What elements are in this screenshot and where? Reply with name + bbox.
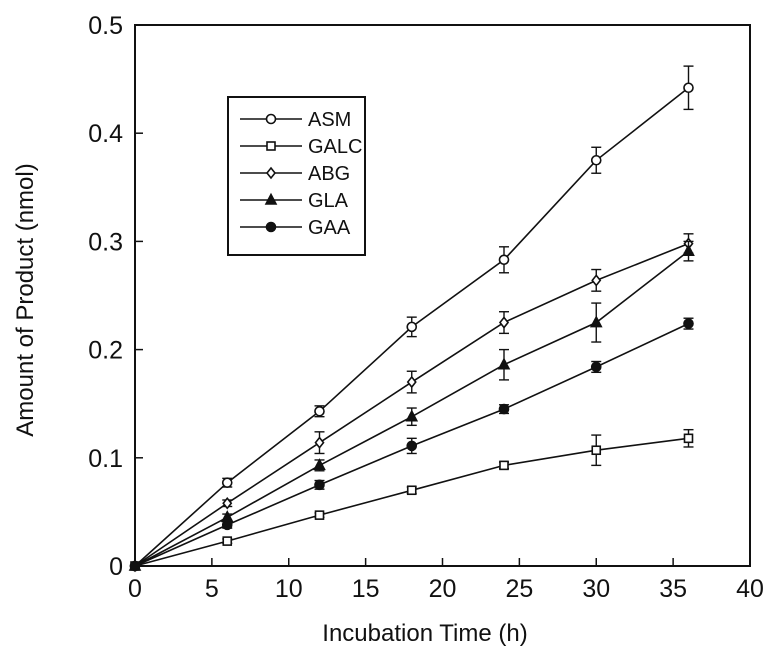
- y-tick-label: 0.4: [88, 120, 123, 148]
- data-point-gla: [497, 357, 511, 370]
- data-point-gaa: [314, 479, 325, 491]
- legend-label-abg: ABG: [308, 163, 350, 185]
- x-tick-label: 40: [736, 575, 764, 603]
- series-asm: [129, 65, 694, 572]
- series-line-galc: [134, 437, 689, 567]
- legend-marker-gaa: [265, 221, 277, 233]
- data-point-galc: [406, 485, 417, 496]
- data-point-abg: [222, 496, 233, 510]
- data-point-galc: [499, 460, 509, 471]
- data-point-gaa: [406, 440, 418, 452]
- data-point-gaa: [590, 361, 602, 373]
- data-point-gaa: [129, 560, 141, 572]
- series-gla: [128, 240, 695, 571]
- data-point-abg: [591, 274, 602, 287]
- data-point-gla: [405, 409, 419, 422]
- data-point-gaa: [498, 403, 510, 415]
- legend-marker-galc: [266, 141, 276, 151]
- data-point-asm: [498, 254, 510, 266]
- data-point-galc: [683, 433, 694, 444]
- x-tick-label: 20: [429, 575, 457, 603]
- data-point-asm: [221, 477, 233, 488]
- data-point-gla: [589, 315, 603, 328]
- x-tick-label: 10: [275, 575, 303, 603]
- data-point-gla: [313, 458, 326, 471]
- x-tick-label: 35: [659, 575, 687, 603]
- data-point-asm: [590, 154, 602, 166]
- x-axis-ticks: 0 5 10 15 20 25 30 35 40: [128, 558, 764, 603]
- y-tick-label: 0.3: [88, 228, 123, 256]
- y-tick-label: 0.5: [88, 12, 123, 40]
- data-point-galc: [314, 510, 325, 520]
- legend-label-gla: GLA: [308, 190, 349, 212]
- x-tick-label: 5: [205, 575, 219, 603]
- legend: ASM GALC ABG GLA GAA: [227, 96, 366, 256]
- data-point-asm: [314, 405, 325, 417]
- legend-marker-asm: [265, 113, 277, 125]
- x-tick-label: 15: [352, 575, 380, 603]
- y-tick-label: 0: [109, 553, 123, 581]
- x-axis-title: Incubation Time (h): [322, 620, 527, 647]
- y-axis-ticks: 0 0.1 0.2 0.3 0.4 0.5: [88, 12, 143, 581]
- series-gaa: [129, 317, 694, 572]
- y-tick-label: 0.1: [88, 445, 123, 473]
- legend-label-gaa: GAA: [308, 217, 351, 239]
- x-tick-label: 30: [582, 575, 610, 603]
- data-point-gaa: [683, 318, 694, 329]
- y-tick-label: 0.2: [88, 337, 123, 365]
- series-line-abg: [134, 242, 689, 567]
- legend-marker-abg: [265, 166, 277, 180]
- legend-marker-gla: [264, 192, 278, 205]
- legend-label-asm: ASM: [308, 109, 351, 131]
- legend-box: [227, 96, 366, 256]
- data-point-abg: [406, 375, 417, 389]
- series-abg: [129, 233, 694, 573]
- x-tick-label: 25: [505, 575, 533, 603]
- data-point-galc: [591, 445, 602, 456]
- plot-series: [128, 65, 695, 573]
- x-tick-label: 0: [128, 575, 142, 603]
- data-point-abg: [314, 436, 325, 449]
- legend-label-galc: GALC: [308, 136, 362, 158]
- data-point-gla: [682, 243, 695, 256]
- data-point-gaa: [221, 519, 233, 531]
- data-point-abg: [498, 316, 510, 329]
- data-point-asm: [406, 321, 418, 333]
- y-axis-title: Amount of Product (nmol): [12, 163, 39, 436]
- data-point-asm: [683, 82, 694, 94]
- data-point-galc: [222, 536, 233, 546]
